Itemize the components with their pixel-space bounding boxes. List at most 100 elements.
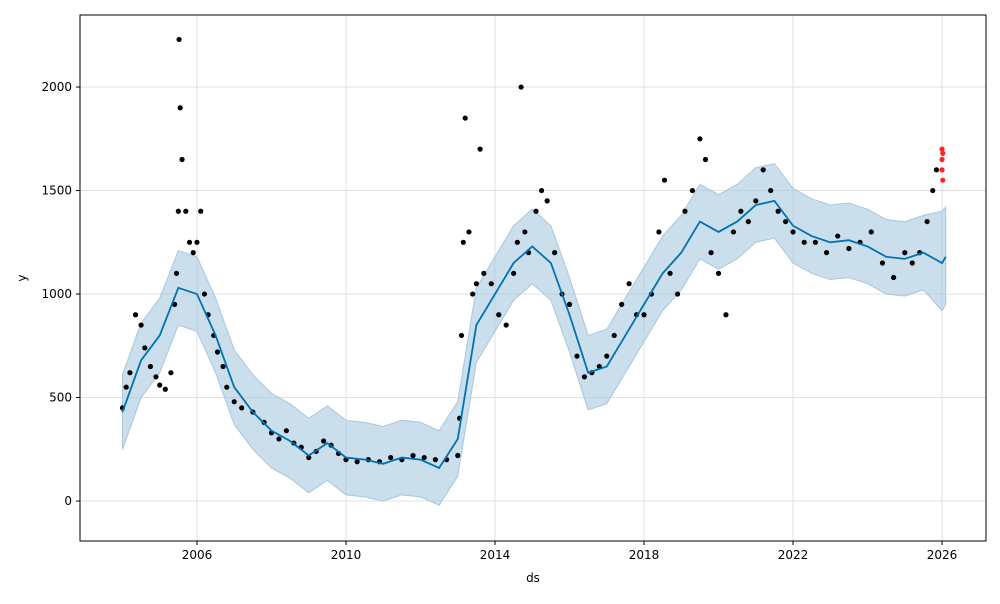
observed-point [138, 322, 144, 328]
observed-point [667, 270, 673, 276]
observed-point [473, 281, 479, 287]
observed-point [190, 250, 196, 256]
observed-point [823, 250, 830, 256]
observed-point [930, 187, 936, 194]
y-tick-label: 0 [64, 494, 72, 508]
observed-point [574, 353, 580, 359]
x-axis-label: ds [526, 571, 540, 585]
observed-point [214, 349, 221, 355]
observed-point [723, 312, 729, 318]
observed-point [175, 208, 181, 214]
observed-point [738, 208, 744, 214]
observed-point [147, 363, 154, 370]
x-tick-label: 2026 [927, 548, 958, 562]
observed-point [123, 384, 129, 390]
observed-point [846, 245, 852, 252]
observed-point [488, 281, 494, 287]
observed-point [552, 250, 558, 256]
observed-point [604, 353, 610, 359]
recent-point [939, 167, 945, 173]
observed-point [458, 332, 465, 339]
observed-point [689, 187, 696, 194]
forecast-line [121, 199, 947, 470]
observed-point [224, 384, 230, 390]
recent-point [939, 146, 945, 152]
observed-point [879, 260, 886, 266]
observed-point [306, 454, 312, 461]
observed-point [674, 291, 681, 297]
observed-point [198, 208, 204, 214]
observed-point [835, 233, 841, 239]
observed-point [697, 136, 703, 142]
observed-point [481, 270, 487, 276]
observed-point [641, 312, 647, 318]
observed-point [656, 229, 662, 235]
observed-point [462, 115, 468, 121]
observed-point [503, 322, 509, 328]
observed-point [177, 105, 183, 111]
observed-point [745, 218, 751, 225]
observed-point [176, 36, 182, 43]
observed-point [533, 208, 539, 214]
observed-point [168, 370, 174, 376]
observed-point [812, 239, 818, 245]
observed-point [432, 457, 438, 463]
observed-point [239, 405, 245, 411]
x-tick-label: 2010 [331, 548, 362, 562]
observed-point [514, 239, 520, 245]
observed-point [511, 270, 517, 276]
observed-point [902, 250, 908, 256]
observed-point [162, 386, 168, 392]
observed-point [183, 208, 189, 214]
observed-point [544, 198, 550, 204]
observed-point [661, 177, 668, 183]
observed-point [173, 270, 180, 276]
recent-point [939, 156, 945, 163]
observed-point [231, 399, 237, 405]
recent-point [940, 177, 946, 183]
observed-point [566, 301, 573, 307]
observed-point [496, 312, 502, 318]
observed-point [153, 374, 159, 380]
observed-point [142, 345, 148, 351]
recent-point [940, 150, 946, 156]
observed-point [924, 218, 930, 225]
x-tick-label: 2018 [629, 548, 660, 562]
observed-point [477, 146, 483, 152]
observed-point [518, 84, 524, 90]
observed-point [909, 260, 915, 266]
observed-point [760, 167, 766, 173]
observed-point [790, 229, 796, 235]
observed-point [186, 239, 193, 245]
observed-point [626, 281, 632, 287]
observed-point [157, 382, 163, 388]
observed-point [455, 452, 461, 459]
observed-point [201, 291, 208, 297]
x-tick-label: 2014 [480, 548, 511, 562]
observed-point [611, 332, 617, 339]
observed-point [715, 270, 722, 276]
observed-point [321, 438, 327, 444]
observed-point [730, 229, 737, 235]
observed-point [194, 239, 200, 245]
observed-point [179, 156, 185, 163]
observed-point [132, 312, 139, 318]
observed-point [619, 301, 625, 307]
observed-point [127, 370, 133, 376]
observed-point [421, 454, 427, 461]
observed-point [538, 187, 545, 194]
observed-point [702, 156, 709, 163]
observed-point [522, 229, 528, 235]
observed-point [801, 239, 807, 245]
plot-frame [79, 14, 987, 542]
observed-point [470, 291, 476, 297]
y-axis-label: y [15, 274, 29, 281]
observed-point [775, 208, 781, 214]
y-tick-label: 1000 [41, 287, 72, 301]
observed-point [782, 218, 789, 225]
observed-point [283, 428, 289, 434]
observed-point [466, 229, 472, 235]
observed-point [410, 452, 416, 459]
x-tick-label: 2022 [778, 548, 809, 562]
